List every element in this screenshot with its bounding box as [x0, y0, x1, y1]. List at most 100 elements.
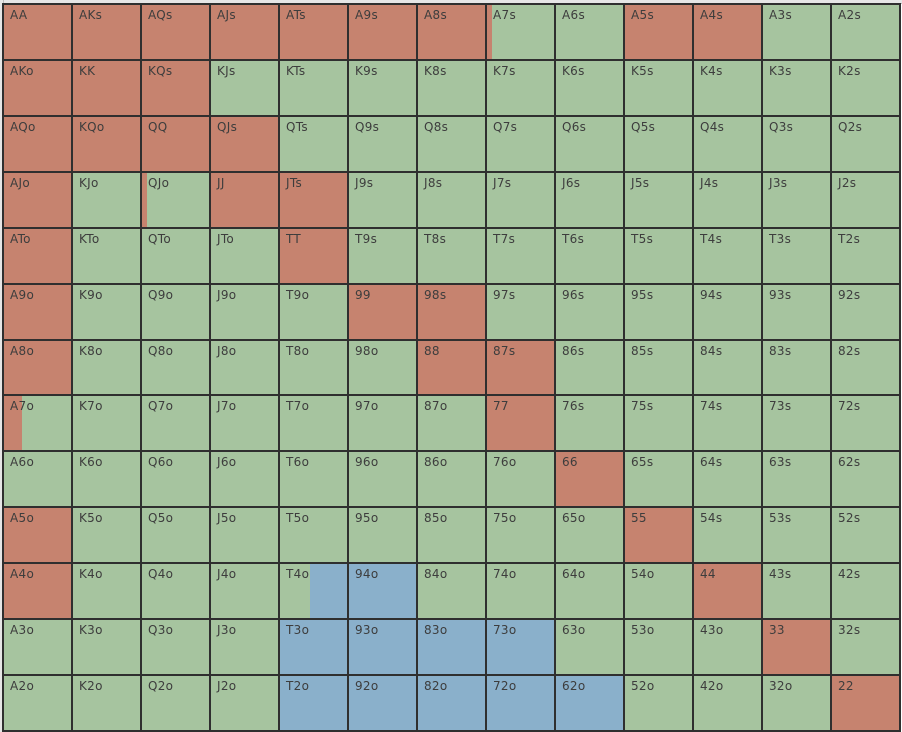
hand-cell[interactable]: 83o — [418, 620, 487, 677]
hand-cell[interactable]: J8o — [211, 340, 280, 397]
hand-cell[interactable]: 87o — [418, 396, 487, 453]
hand-cell[interactable]: J9s — [349, 172, 418, 229]
hand-cell[interactable]: K4s — [694, 60, 763, 117]
hand-cell[interactable]: T3s — [763, 228, 832, 285]
hand-cell[interactable]: 96s — [556, 284, 625, 341]
hand-cell[interactable]: 44 — [694, 564, 763, 621]
hand-cell[interactable]: 74o — [487, 564, 556, 621]
hand-cell[interactable]: J5s — [625, 172, 694, 229]
hand-cell[interactable]: K2s — [832, 60, 901, 117]
hand-cell[interactable]: 84s — [694, 340, 763, 397]
hand-cell[interactable]: K2o — [73, 676, 142, 732]
hand-cell[interactable]: 75o — [487, 508, 556, 565]
hand-cell[interactable]: 32s — [832, 620, 901, 677]
hand-cell[interactable]: Q4o — [142, 564, 211, 621]
hand-cell[interactable]: 52s — [832, 508, 901, 565]
hand-cell[interactable]: 86s — [556, 340, 625, 397]
hand-cell[interactable]: A7s — [487, 5, 556, 61]
hand-cell[interactable]: KTo — [73, 228, 142, 285]
hand-cell[interactable]: Q6s — [556, 116, 625, 173]
hand-cell[interactable]: 33 — [763, 620, 832, 677]
hand-cell[interactable]: K7s — [487, 60, 556, 117]
hand-cell[interactable]: Q6o — [142, 452, 211, 509]
hand-cell[interactable]: 53s — [763, 508, 832, 565]
hand-cell[interactable]: K5s — [625, 60, 694, 117]
hand-cell[interactable]: 62o — [556, 676, 625, 732]
hand-cell[interactable]: 62s — [832, 452, 901, 509]
hand-cell[interactable]: AA — [4, 5, 73, 61]
hand-cell[interactable]: 72o — [487, 676, 556, 732]
hand-cell[interactable]: 43s — [763, 564, 832, 621]
hand-cell[interactable]: KQs — [142, 60, 211, 117]
hand-cell[interactable]: 88 — [418, 340, 487, 397]
hand-cell[interactable]: T7o — [280, 396, 349, 453]
hand-cell[interactable]: T9s — [349, 228, 418, 285]
hand-cell[interactable]: T2o — [280, 676, 349, 732]
hand-cell[interactable]: 95o — [349, 508, 418, 565]
hand-cell[interactable]: T4s — [694, 228, 763, 285]
hand-cell[interactable]: Q8o — [142, 340, 211, 397]
hand-cell[interactable]: 63o — [556, 620, 625, 677]
hand-cell[interactable]: 66 — [556, 452, 625, 509]
hand-cell[interactable]: 92o — [349, 676, 418, 732]
hand-cell[interactable]: A6s — [556, 5, 625, 61]
hand-cell[interactable]: A9s — [349, 5, 418, 61]
hand-cell[interactable]: 84o — [418, 564, 487, 621]
hand-cell[interactable]: Q2o — [142, 676, 211, 732]
hand-cell[interactable]: 65s — [625, 452, 694, 509]
hand-cell[interactable]: K3o — [73, 620, 142, 677]
hand-cell[interactable]: 55 — [625, 508, 694, 565]
hand-cell[interactable]: 75s — [625, 396, 694, 453]
hand-cell[interactable]: Q9o — [142, 284, 211, 341]
hand-cell[interactable]: 54o — [625, 564, 694, 621]
hand-cell[interactable]: Q3s — [763, 116, 832, 173]
hand-cell[interactable]: T9o — [280, 284, 349, 341]
hand-cell[interactable]: AJs — [211, 5, 280, 61]
hand-cell[interactable]: KJs — [211, 60, 280, 117]
hand-cell[interactable]: T7s — [487, 228, 556, 285]
hand-cell[interactable]: 97s — [487, 284, 556, 341]
hand-cell[interactable]: 53o — [625, 620, 694, 677]
hand-cell[interactable]: J7o — [211, 396, 280, 453]
hand-cell[interactable]: KQo — [73, 116, 142, 173]
hand-cell[interactable]: A2o — [4, 676, 73, 732]
hand-cell[interactable]: T3o — [280, 620, 349, 677]
hand-cell[interactable]: 98s — [418, 284, 487, 341]
hand-cell[interactable]: KTs — [280, 60, 349, 117]
hand-cell[interactable]: QTs — [280, 116, 349, 173]
hand-cell[interactable]: J6s — [556, 172, 625, 229]
hand-cell[interactable]: K8s — [418, 60, 487, 117]
hand-cell[interactable]: 64s — [694, 452, 763, 509]
hand-cell[interactable]: 94s — [694, 284, 763, 341]
hand-cell[interactable]: T5o — [280, 508, 349, 565]
hand-cell[interactable]: 82o — [418, 676, 487, 732]
hand-cell[interactable]: Q3o — [142, 620, 211, 677]
hand-cell[interactable]: 63s — [763, 452, 832, 509]
hand-cell[interactable]: J2s — [832, 172, 901, 229]
hand-cell[interactable]: ATo — [4, 228, 73, 285]
hand-cell[interactable]: A6o — [4, 452, 73, 509]
hand-cell[interactable]: ATs — [280, 5, 349, 61]
hand-cell[interactable]: 52o — [625, 676, 694, 732]
hand-cell[interactable]: A5o — [4, 508, 73, 565]
hand-cell[interactable]: J3s — [763, 172, 832, 229]
hand-cell[interactable]: A7o — [4, 396, 73, 453]
hand-cell[interactable]: 65o — [556, 508, 625, 565]
hand-cell[interactable]: 72s — [832, 396, 901, 453]
hand-cell[interactable]: A8s — [418, 5, 487, 61]
hand-cell[interactable]: J5o — [211, 508, 280, 565]
hand-cell[interactable]: 42o — [694, 676, 763, 732]
hand-cell[interactable]: 74s — [694, 396, 763, 453]
hand-cell[interactable]: K7o — [73, 396, 142, 453]
hand-cell[interactable]: AQs — [142, 5, 211, 61]
hand-cell[interactable]: K8o — [73, 340, 142, 397]
hand-cell[interactable]: A4s — [694, 5, 763, 61]
hand-cell[interactable]: 64o — [556, 564, 625, 621]
hand-cell[interactable]: J2o — [211, 676, 280, 732]
hand-cell[interactable]: 83s — [763, 340, 832, 397]
hand-cell[interactable]: AKs — [73, 5, 142, 61]
hand-cell[interactable]: KJo — [73, 172, 142, 229]
hand-cell[interactable]: J8s — [418, 172, 487, 229]
hand-cell[interactable]: 96o — [349, 452, 418, 509]
hand-cell[interactable]: 54s — [694, 508, 763, 565]
